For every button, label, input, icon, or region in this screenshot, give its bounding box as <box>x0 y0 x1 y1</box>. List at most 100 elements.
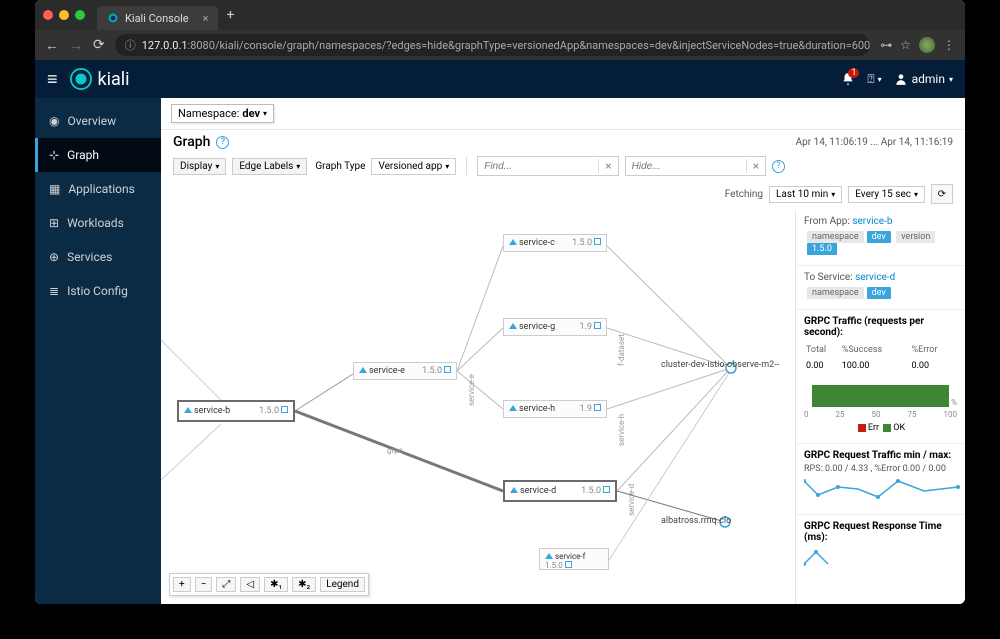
chevron-down-icon: ▾ <box>263 109 267 118</box>
nav-icon: ≣ <box>49 284 59 298</box>
url-port: :8080 <box>188 39 215 52</box>
url-path: /kiali/console/graph/namespaces/?edges=h… <box>215 39 870 52</box>
profile-avatar[interactable] <box>919 37 935 53</box>
ver-label-badge: version <box>896 231 935 243</box>
url-bar[interactable]: ⓘ 127.0.0.1:8080/kiali/console/graph/nam… <box>115 34 871 56</box>
bar-legend: Err OK <box>804 423 957 433</box>
canvas-controls: + − ⤢ ◁ ✱₁ ✱₂ Legend <box>169 573 369 596</box>
user-name: admin <box>912 72 945 86</box>
fetch-status: Fetching <box>725 189 763 200</box>
nav-icon: ▦ <box>49 182 60 196</box>
tab-title: Kiali Console <box>125 12 189 25</box>
address-bar: ← → ⟳ ⓘ 127.0.0.1:8080/kiali/console/gra… <box>35 30 965 60</box>
graph-endpoint[interactable]: cluster-dev-istio-observe-m2-- <box>661 360 779 370</box>
back-step-button[interactable]: ◁ <box>240 577 260 592</box>
graph-type-label: Graph Type <box>315 161 365 172</box>
hide-clear[interactable]: × <box>746 159 765 173</box>
display-dropdown[interactable]: Display ▾ <box>173 158 226 175</box>
layout-2-button[interactable]: ✱₂ <box>292 577 316 592</box>
ns-label-badge: namespace <box>807 231 864 243</box>
sidebar-item-applications[interactable]: ▦ Applications <box>35 172 161 206</box>
refresh-button[interactable]: ⟳ <box>931 184 953 204</box>
url-host: 127.0.0.1 <box>142 39 188 52</box>
reload-button[interactable]: ⟳ <box>93 37 105 53</box>
sidebar-item-label: Graph <box>67 148 99 162</box>
from-app-link[interactable]: service-b <box>852 216 892 227</box>
notifications-button[interactable]: 1 <box>841 72 855 86</box>
zoom-in-button[interactable]: + <box>173 577 191 592</box>
info-icon: ⓘ <box>125 37 136 53</box>
close-tab-icon[interactable]: × <box>203 12 209 25</box>
sidebar-item-graph[interactable]: ⊹Graph <box>35 138 161 172</box>
sidebar-item-label: Applications <box>68 182 134 196</box>
graph-toolbar: Display ▾ Edge Labels ▾ Graph Type Versi… <box>161 154 965 182</box>
graph-node-g[interactable]: service-g1.9 <box>503 318 607 336</box>
details-panel: From App: service-b namespace dev version… <box>795 210 965 604</box>
forward-button[interactable]: → <box>69 37 83 54</box>
layout-1-button[interactable]: ✱₁ <box>264 577 288 592</box>
to-service-link[interactable]: service-d <box>855 272 895 283</box>
browser-tabbar: Kiali Console × + <box>35 0 965 30</box>
graph-canvas[interactable]: + − ⤢ ◁ ✱₁ ✱₂ Legend service-b1.5.0 servi… <box>161 210 795 604</box>
graph-node-b[interactable]: service-b1.5.0 <box>177 400 295 422</box>
success-bar-chart: % 0255075100 <box>804 379 957 419</box>
star-icon[interactable]: ☆ <box>900 38 911 52</box>
find-clear[interactable]: × <box>598 159 617 173</box>
page-title: Graph ? <box>173 134 229 150</box>
edge-labels-dropdown[interactable]: Edge Labels ▾ <box>232 158 307 175</box>
find-help-icon[interactable]: ? <box>772 160 785 173</box>
time-window-dropdown[interactable]: Last 10 min ▾ <box>769 186 842 203</box>
help-menu[interactable]: ⍰▾ <box>867 72 881 87</box>
edge-service-label: service-d <box>627 484 636 516</box>
legend-button[interactable]: Legend <box>320 577 365 592</box>
from-app-label: From App: <box>804 216 850 227</box>
grpc-req-title: GRPC Request Traffic min / max: <box>804 450 957 461</box>
to-ns-value-badge: dev <box>867 287 891 299</box>
key-icon[interactable]: ⊶ <box>880 38 892 52</box>
kebab-icon[interactable]: ⋮ <box>943 38 955 52</box>
nav-icon: ⊞ <box>49 216 59 230</box>
nav-icon: ◉ <box>49 114 59 128</box>
graph-node-d[interactable]: service-d1.5.0 <box>503 480 617 502</box>
kiali-logo-icon <box>70 68 92 90</box>
sidebar-item-label: Services <box>67 250 112 264</box>
hide-box: × <box>625 156 766 176</box>
grpc-traffic-table: Total%Success%Error 0.00100.000.00 <box>804 341 957 375</box>
namespace-label: Namespace: <box>178 107 239 120</box>
namespace-select[interactable]: Namespace: dev ▾ <box>171 104 274 123</box>
kiali-logo[interactable]: kiali <box>70 68 130 90</box>
fit-button[interactable]: ⤢ <box>216 577 236 592</box>
user-icon <box>894 72 908 86</box>
request-sparkline <box>804 477 964 501</box>
sidebar: ◉Overview⊹Graph ▦ Applications ⊞Workloads ⊕ S… <box>35 98 161 604</box>
response-sparkline <box>804 546 964 570</box>
hide-input[interactable] <box>626 161 746 172</box>
graph-endpoint[interactable]: albatross.rmq.clo <box>661 516 731 526</box>
sidebar-item-services[interactable]: ⊕ Services <box>35 240 161 274</box>
back-button[interactable]: ← <box>45 37 59 54</box>
user-menu[interactable]: admin▾ <box>894 72 953 86</box>
browser-tab[interactable]: Kiali Console × <box>97 6 218 30</box>
graph-node-f[interactable]: service-f1.5.0 <box>539 548 609 570</box>
edge-label: grpc <box>387 446 403 455</box>
hamburger-icon[interactable]: ≡ <box>47 69 58 90</box>
graph-node-h[interactable]: service-h1.9 <box>503 400 607 418</box>
graph-node-e[interactable]: service-e1.5.0 <box>353 362 457 380</box>
graph-node-c[interactable]: service-c1.5.0 <box>503 234 607 252</box>
window-controls[interactable] <box>43 10 85 20</box>
zoom-out-button[interactable]: − <box>195 577 213 592</box>
namespace-value: dev <box>242 107 260 120</box>
refresh-interval-dropdown[interactable]: Every 15 sec ▾ <box>848 186 925 203</box>
sidebar-item-workloads[interactable]: ⊞Workloads <box>35 206 161 240</box>
nav-icon: ⊕ <box>49 250 59 264</box>
sidebar-item-label: Istio Config <box>67 284 128 298</box>
new-tab-button[interactable]: + <box>226 7 234 23</box>
help-icon[interactable]: ? <box>216 136 229 149</box>
bell-badge: 1 <box>848 68 859 78</box>
sidebar-item-istio-config[interactable]: ≣ Istio Config <box>35 274 161 308</box>
sidebar-item-overview[interactable]: ◉Overview <box>35 104 161 138</box>
edge-service-label: service-e <box>467 374 476 406</box>
product-name: kiali <box>98 69 130 90</box>
find-input[interactable] <box>478 161 598 172</box>
graph-type-dropdown[interactable]: Versioned app ▾ <box>371 158 456 175</box>
